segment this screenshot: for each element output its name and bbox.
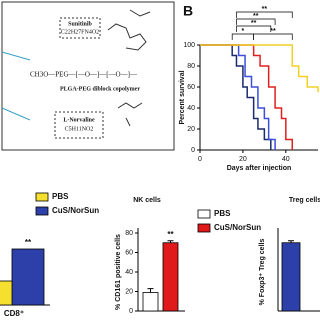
legend-swatch — [35, 206, 49, 216]
y-axis-label: % Foxp3⁺ Treg cells — [259, 239, 266, 306]
bar — [162, 242, 179, 312]
formula: C22H27FN4O2 — [61, 29, 99, 35]
significance: ** — [270, 28, 276, 35]
dashed-box — [59, 17, 101, 39]
y-tick-label: 80 — [125, 230, 133, 237]
error-bar — [147, 288, 154, 293]
chart-title: NK cells — [133, 197, 161, 204]
y-axis-label: % CD161 positive cells — [115, 234, 122, 310]
bar — [142, 292, 159, 312]
bar — [281, 242, 301, 312]
x-tick-label: 20 — [239, 156, 247, 163]
molecule — [107, 9, 151, 51]
survival-line — [200, 44, 294, 150]
y-tick-label: 0 — [129, 308, 133, 315]
y-tick-label: 40 — [125, 269, 133, 276]
bracket — [253, 33, 293, 40]
diagram-frame — [1, 1, 175, 151]
legend-swatch — [197, 223, 211, 233]
chart-title: Treg cells — [289, 197, 320, 204]
y-tick-label: 100 — [183, 42, 195, 49]
significance: * — [242, 28, 245, 35]
x-tick-label: 40 — [282, 156, 290, 163]
significance: ** — [25, 238, 32, 247]
survival-line — [200, 44, 272, 150]
arrow — [1, 51, 31, 121]
x-axis-label: CD8⁺ — [4, 309, 24, 318]
label: L-Norvaline — [63, 117, 95, 123]
x-axis-label: Days after injection — [227, 165, 292, 172]
bracket — [236, 25, 272, 32]
label: PLGA-PEG diblock copolymer — [60, 86, 140, 92]
legend-label: PBS — [214, 209, 231, 218]
legend-label: CuS/NorSun — [214, 223, 261, 232]
molecule — [117, 102, 143, 127]
legend-swatch — [35, 192, 49, 202]
significance: ** — [253, 13, 259, 20]
y-tick-label: 60 — [187, 84, 195, 91]
y-tick-label: 0 — [191, 147, 195, 154]
diagram: Sunitinib C22H27FN4O2 CH3O—PEG—[—O—]—[—O… — [1, 1, 175, 151]
bar — [11, 248, 45, 306]
significance: ** — [262, 6, 268, 13]
significance: ** — [251, 20, 257, 27]
dashed-box — [54, 111, 104, 139]
error-bar — [288, 240, 294, 243]
legend-swatch — [197, 209, 211, 219]
formula: C5H11NO2 — [65, 126, 94, 132]
legend-label: CuS/NorSun — [52, 206, 99, 215]
bracket — [236, 11, 293, 18]
significance: ** — [167, 230, 174, 239]
survival-line — [200, 44, 276, 150]
legend-label: PBS — [52, 192, 69, 201]
panel-label: B — [183, 3, 193, 19]
x-tick-label: 0 — [198, 156, 202, 163]
error-bar — [167, 240, 174, 243]
y-axis-label: Percent survival — [179, 70, 186, 124]
survival-line — [200, 44, 319, 93]
y-tick-label: 80 — [187, 63, 195, 70]
y-tick-label: 20 — [125, 288, 133, 295]
y-tick-label: 40 — [187, 105, 195, 112]
y-tick-label: 60 — [125, 249, 133, 256]
bracket — [236, 18, 276, 25]
polymer: CH3O—PEG—[—O—]—[—O—]— — [30, 71, 138, 79]
y-tick-label: 20 — [187, 126, 195, 133]
bracket — [231, 33, 254, 40]
label: Sunitinib — [68, 21, 92, 27]
